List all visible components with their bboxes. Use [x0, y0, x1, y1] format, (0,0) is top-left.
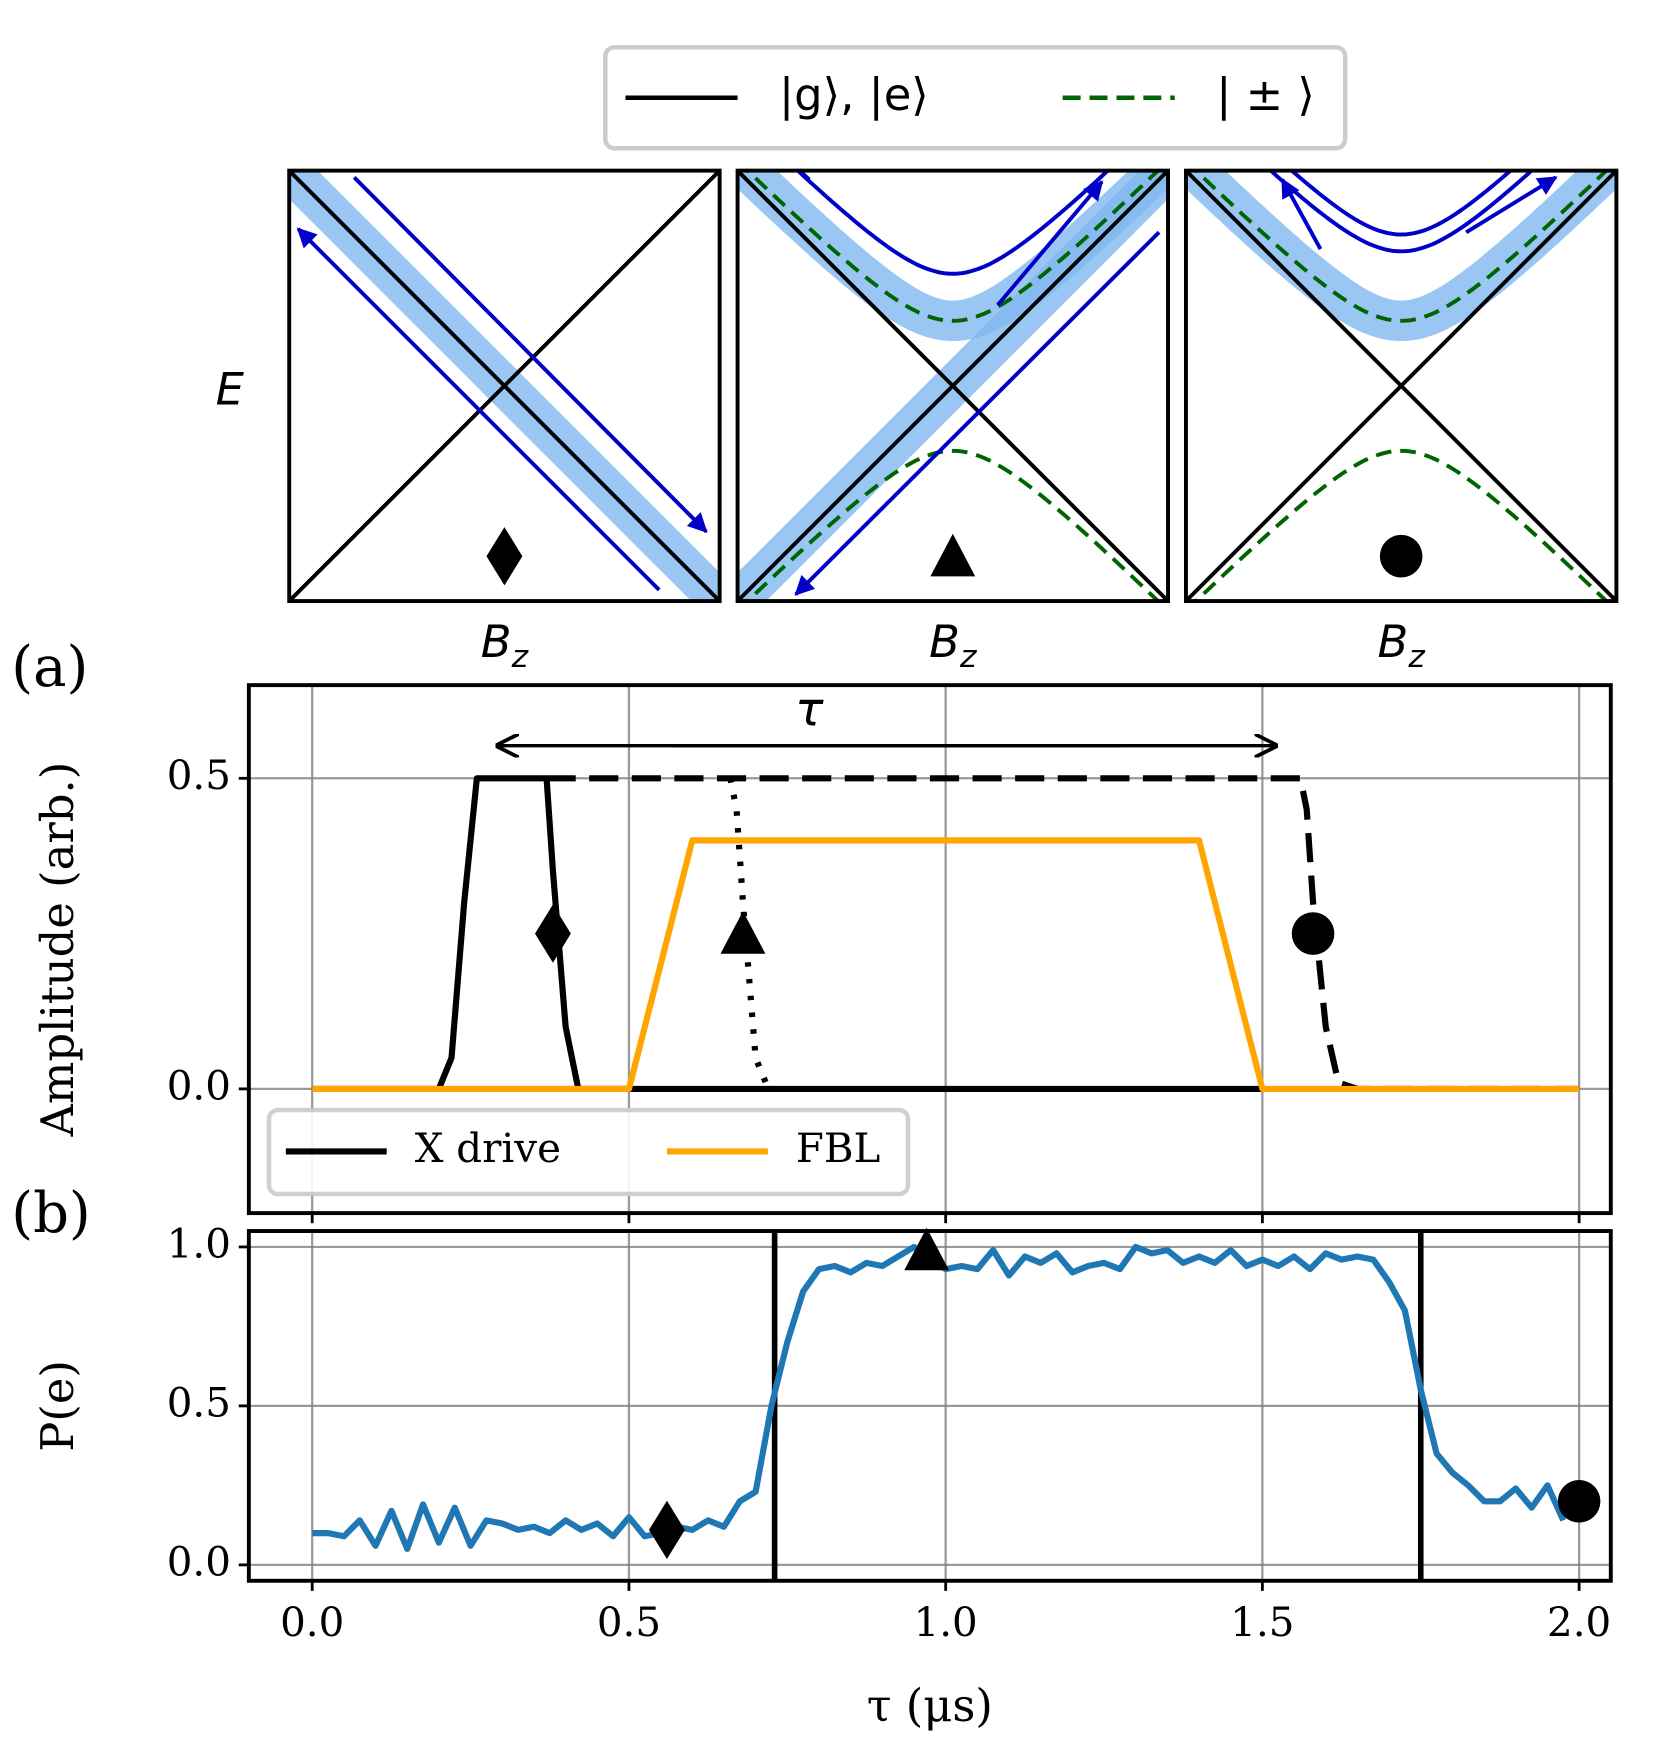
diagram-panel — [289, 170, 720, 602]
axes-frame — [246, 683, 1613, 1216]
legend-label: | ± ⟩ — [1216, 68, 1315, 121]
diagram-x-label: Bz — [1378, 615, 1427, 675]
y-axis-label: P(e) — [31, 1360, 84, 1452]
evolution-arrow — [996, 180, 1104, 307]
energy-diagrams: |g⟩, |e⟩ | ± ⟩ E Bz Bz Bz — [216, 45, 1619, 675]
y-tick-label: 1.0 — [167, 1220, 231, 1267]
symbol: B — [481, 615, 512, 668]
diagram-x-label: Bz — [481, 615, 530, 675]
x-tick-label: 0.0 — [280, 1599, 344, 1646]
evolution-arrow — [352, 175, 708, 533]
legend-label: |g⟩, |e⟩ — [779, 68, 929, 121]
triangle-symbol — [930, 533, 976, 577]
diagram-frame — [1183, 168, 1619, 604]
circle-marker — [1291, 912, 1335, 955]
panel: 0.0 0.5 1.0 1.5 2.0 0.0 0.5 1.0 (b) P(e) τ (μs) — [11, 1181, 1613, 1732]
legend-label: X drive — [415, 1125, 561, 1172]
panel-label: (a) — [11, 635, 88, 700]
evolution-arrow — [1267, 170, 1535, 254]
adiabatic-level — [1193, 448, 1610, 602]
diagram-frame — [287, 168, 722, 604]
circle-marker — [1557, 1479, 1601, 1523]
adiabatic-level — [1193, 170, 1610, 323]
y-axis-label: Amplitude (arb.) — [31, 762, 84, 1138]
x-tick-label: 0.5 — [597, 1599, 661, 1646]
diagram-y-label: E — [216, 363, 245, 416]
evolution-arrow — [1465, 175, 1558, 234]
evolution-arrow — [794, 170, 1111, 276]
diabatic-level — [1185, 170, 1617, 602]
diagram-panel — [1185, 170, 1617, 602]
legend-label: FBL — [796, 1125, 880, 1172]
axes-frame — [246, 1229, 1613, 1583]
diabatic-level — [737, 170, 1169, 602]
x-tick-label: 1.0 — [914, 1599, 978, 1646]
diagram-panel — [737, 170, 1169, 602]
evolution-arrow — [1280, 177, 1323, 251]
y-tick-label: 0.0 — [167, 1062, 231, 1109]
data-line — [312, 837, 1580, 1092]
diagram-x-label: Bz — [929, 615, 978, 675]
x-tick-label: 1.5 — [1230, 1599, 1294, 1646]
diamond-marker — [534, 904, 571, 963]
diabatic-level — [289, 170, 720, 602]
adiabatic-level — [744, 448, 1161, 602]
symbol: B — [929, 615, 960, 668]
panel: 0.0 0.5 (a) Amplitude (arb.) τ X drive FBL — [11, 635, 1613, 1224]
subscript: z — [959, 639, 978, 675]
y-tick-label: 0.5 — [167, 1379, 231, 1426]
subscript: z — [511, 639, 530, 675]
adiabatic-level — [744, 170, 1161, 323]
annotation: τ — [795, 683, 824, 738]
diamond-marker — [649, 1500, 685, 1560]
state-band — [1185, 170, 1617, 342]
y-tick-label: 0.5 — [167, 752, 231, 799]
triangle-marker — [720, 911, 766, 954]
legend-box — [266, 1107, 911, 1197]
panel-label: (b) — [11, 1181, 91, 1246]
x-tick-label: 2.0 — [1547, 1599, 1611, 1646]
circle-symbol — [1379, 534, 1423, 578]
triangle-marker — [904, 1227, 950, 1271]
subscript: z — [1407, 639, 1426, 675]
evolution-arrow — [1288, 170, 1514, 237]
diagram-frame — [735, 168, 1170, 604]
legend-box — [603, 45, 1348, 151]
evolution-arrow — [296, 227, 661, 592]
evolution-arrow — [794, 230, 1161, 596]
diamond-symbol — [486, 527, 523, 586]
data-line — [727, 777, 772, 1091]
symbol: B — [1378, 615, 1409, 668]
y-tick-label: 0.0 — [167, 1538, 231, 1585]
x-axis-label: τ (μs) — [867, 1679, 993, 1732]
